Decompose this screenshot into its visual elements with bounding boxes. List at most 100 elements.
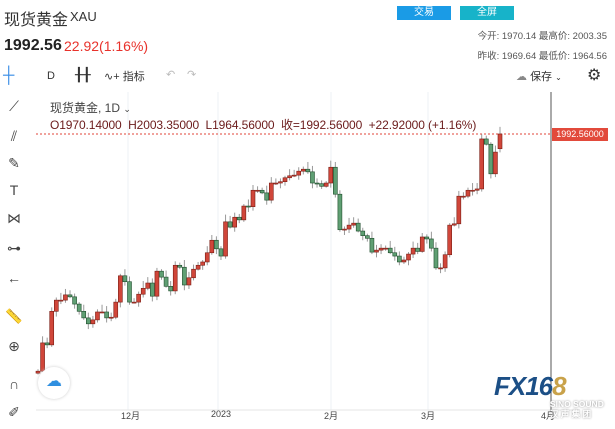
candle-body (140, 287, 146, 295)
x-label-dec: 12月 (121, 411, 141, 421)
candle-body (374, 249, 379, 253)
high-value: 2003.35 (572, 31, 607, 42)
candle-body (214, 239, 219, 250)
candle-body (483, 138, 489, 145)
lock-drawings-icon[interactable]: ✐ (8, 404, 20, 420)
candle-body (401, 259, 407, 263)
candle-body (415, 247, 420, 252)
magnet-icon[interactable]: ∩ (8, 376, 20, 392)
candle-body (99, 311, 105, 314)
chevron-down-icon: ⌄ (555, 73, 562, 82)
candle-body (145, 282, 151, 289)
prev-close-label: 昨收: (477, 51, 500, 62)
candle-body (419, 236, 425, 252)
candle-body (479, 138, 485, 190)
candle-body (131, 301, 137, 304)
candle-body (223, 221, 228, 257)
candle-type-icon[interactable]: ╂╂ (75, 67, 91, 82)
candle-body (191, 268, 196, 279)
legend-title: 现货黄金, 1D (50, 101, 121, 115)
candle-body (104, 311, 109, 319)
candle-body (159, 270, 164, 278)
candle-body (470, 189, 475, 192)
text-tool-icon[interactable]: T (9, 182, 19, 198)
candle-body (63, 294, 68, 301)
candle-body (195, 264, 201, 270)
indicators-button[interactable]: ∿+ 指标 (104, 68, 145, 84)
candle-body (246, 205, 251, 208)
chart-legend-title[interactable]: 现货黄金, 1D ⌄ (50, 99, 131, 116)
save-label: 保存 (530, 71, 553, 83)
candle-body (355, 222, 361, 232)
candle-body (291, 174, 297, 177)
sino-sound-logo: SINO SOUND 汉 声 集 团 (550, 399, 604, 419)
price-chart[interactable] (0, 92, 580, 412)
candle-body (497, 133, 503, 150)
candle-body (67, 294, 73, 298)
crosshair-icon[interactable]: ┼ (3, 67, 15, 84)
fib-tool-icon[interactable]: ⫽ (10, 128, 18, 144)
candle-body (154, 270, 160, 297)
candle-body (95, 311, 100, 321)
trend-line-icon[interactable]: ⟋ (9, 98, 19, 114)
candle-body (429, 238, 434, 249)
open-value: 1970.14 (501, 31, 537, 42)
candle-body (461, 195, 466, 198)
settings-gear-icon[interactable]: ⚙ (587, 67, 602, 84)
measure-tool-icon[interactable]: ⊶ (7, 240, 21, 256)
x-label-apr: 4月 (541, 411, 556, 421)
candle-body (86, 317, 91, 325)
candle-body (314, 182, 320, 185)
candle-body (383, 247, 388, 250)
undo-icon[interactable]: ↶ (166, 69, 176, 81)
candle-body (451, 223, 457, 226)
candle-body (150, 282, 155, 297)
tradingview-logo-icon[interactable]: ☁ (38, 367, 70, 399)
brush-icon[interactable]: ✎ (8, 155, 20, 171)
candle-body (342, 228, 347, 231)
candle-body (360, 230, 366, 236)
save-button[interactable]: ☁ 保存 ⌄ (516, 68, 562, 84)
pattern-tool-icon[interactable]: ⋈ (7, 210, 21, 226)
candle-body (433, 247, 439, 269)
high-label: 最高价: (538, 31, 571, 42)
candle-body (113, 301, 119, 318)
candle-body (163, 276, 169, 287)
x-label-feb: 2月 (324, 411, 339, 421)
candle-body (35, 370, 41, 374)
candle-body (72, 296, 77, 305)
zoom-in-icon[interactable]: ⊕ (8, 338, 20, 354)
candle-body (268, 182, 274, 201)
candle-body (474, 188, 480, 191)
candle-body (127, 281, 132, 303)
candle-body (397, 255, 402, 263)
candle-body (90, 319, 96, 325)
candle-body (204, 252, 210, 263)
last-price: 1992.56 (4, 37, 62, 54)
candle-body (488, 143, 494, 175)
interval-button[interactable]: D (47, 70, 55, 82)
chart-toolbar: ┼ D ╂╂ ∿+ 指标 ↶ ↷ ☁ 保存 ⌄ ⚙ (0, 62, 615, 90)
candle-body (301, 168, 306, 172)
low-label: 最低价: (538, 51, 571, 62)
candle-body (81, 311, 87, 319)
back-arrow-icon[interactable]: ← (7, 270, 21, 286)
trade-button[interactable]: 交易 (397, 6, 451, 20)
candle-body (323, 182, 329, 187)
candle-body (319, 183, 324, 187)
ruler-icon[interactable]: 📏 (5, 308, 23, 324)
candle-body (296, 170, 302, 176)
candle-body (273, 182, 279, 185)
candle-body (250, 189, 256, 208)
candle-body (346, 224, 352, 230)
candle-body (351, 222, 356, 226)
fullscreen-button[interactable]: 全屏 (460, 6, 514, 20)
candle-body (493, 151, 498, 175)
fx168-logo: FX168 (494, 371, 567, 401)
redo-icon[interactable]: ↷ (187, 69, 197, 81)
candle-body (236, 216, 242, 221)
candle-body (76, 303, 82, 312)
candle-body (259, 189, 265, 194)
candle-body (255, 189, 260, 192)
current-price-label: 1992.56000 (552, 128, 608, 141)
